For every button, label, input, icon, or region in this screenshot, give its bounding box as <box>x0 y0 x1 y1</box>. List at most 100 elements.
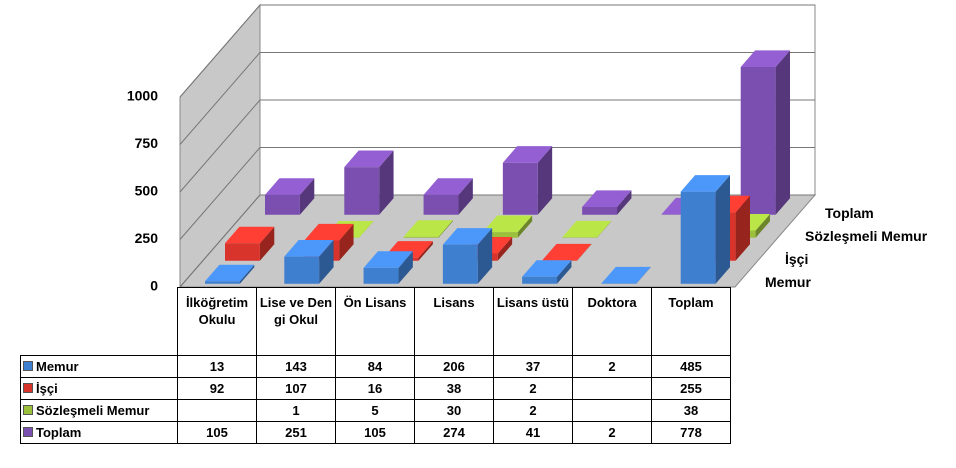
table-value: 2 <box>493 399 573 422</box>
bar <box>363 251 413 284</box>
series-name: Memur <box>36 359 79 374</box>
bar-side <box>359 221 374 238</box>
bar <box>284 240 334 284</box>
grid-line <box>179 147 815 240</box>
depth-label: Toplam <box>825 205 874 221</box>
bar-top <box>304 223 354 241</box>
bar <box>344 150 394 215</box>
table-value: 485 <box>651 355 731 378</box>
series-name: İşçi <box>36 381 58 396</box>
bar <box>601 266 651 284</box>
bar-side <box>775 50 790 215</box>
bar-side <box>497 237 513 261</box>
bar-side <box>557 260 572 284</box>
bar-side <box>517 215 533 238</box>
bar-side <box>735 195 750 261</box>
table-value: 5 <box>335 399 415 422</box>
bar <box>522 260 572 284</box>
data-row: Toplam 105 251 105 274 41 2 778 <box>20 421 731 444</box>
legend-key <box>23 405 33 415</box>
grid-line <box>179 99 815 193</box>
table-value: 2 <box>493 377 573 400</box>
bar-side <box>617 190 632 215</box>
depth-label: İşçi <box>785 251 808 267</box>
y-tick-label: 1000 <box>127 88 158 104</box>
bar <box>205 264 255 284</box>
series-name: Sözleşmeli Memur <box>36 403 150 418</box>
bar <box>680 175 730 284</box>
data-table: İlköğretim Okulu Lise ve Dengi Okul Ön Lis… <box>20 287 731 444</box>
bar-top <box>502 146 553 163</box>
bar-front <box>363 267 399 284</box>
series-name: Toplam <box>36 425 82 440</box>
bar-front <box>740 66 776 215</box>
bar-top <box>265 178 315 195</box>
bar-side <box>597 220 612 238</box>
bar-side <box>259 226 275 261</box>
table-value: 13 <box>177 355 257 378</box>
bar-top <box>225 226 275 244</box>
bar-front <box>284 256 320 284</box>
y-tick-label: 750 <box>135 135 159 151</box>
bar-side <box>239 264 255 284</box>
corner <box>20 287 178 356</box>
bar-side <box>458 178 473 215</box>
bar-side <box>477 228 493 284</box>
bar-top <box>442 228 493 245</box>
bar <box>423 178 473 215</box>
data-row: Memur 13 143 84 206 37 2 485 <box>20 355 731 378</box>
table-value: 2 <box>572 421 652 444</box>
table-value: 2 <box>572 355 652 378</box>
row-label: Sözleşmeli Memur <box>20 399 178 422</box>
table-value: 30 <box>414 399 494 422</box>
table-value: 778 <box>651 421 731 444</box>
table-value: 274 <box>414 421 494 444</box>
table-value: 143 <box>256 355 336 378</box>
table-value <box>572 399 652 422</box>
category-label: Toplam <box>651 287 731 356</box>
bar-front <box>423 194 459 215</box>
bar-side <box>537 146 553 215</box>
bar-front <box>522 276 558 284</box>
data-row: İşçi 92 107 16 38 2 255 <box>20 377 731 400</box>
bar <box>582 190 632 215</box>
table-value: 1 <box>256 399 336 422</box>
bar-side <box>299 178 315 215</box>
bar-front <box>502 162 538 215</box>
y-tick-label: 250 <box>135 230 159 246</box>
bar <box>442 228 493 284</box>
bar-front <box>225 243 260 261</box>
bar <box>502 146 553 215</box>
bar-top <box>562 220 612 238</box>
bar-top <box>205 264 255 282</box>
bar-top <box>344 150 394 168</box>
bar <box>562 220 612 238</box>
table-value: 105 <box>177 421 257 444</box>
category-label: Ön Lisans <box>335 287 415 356</box>
bar-front <box>265 194 300 215</box>
table-value: 16 <box>335 377 415 400</box>
table-value: 206 <box>414 355 494 378</box>
table-value <box>177 399 257 422</box>
data-row: Sözleşmeli Memur 1 5 30 2 38 <box>20 399 731 422</box>
row-label: Memur <box>20 355 178 378</box>
table-value: 105 <box>335 421 415 444</box>
table-value: 38 <box>414 377 494 400</box>
table-value: 92 <box>177 377 257 400</box>
bar-top <box>680 175 730 192</box>
table-value: 251 <box>256 421 336 444</box>
category-label: İlköğretim Okulu <box>177 287 257 356</box>
bar-front <box>205 281 240 284</box>
bar-top <box>284 240 334 257</box>
bar-top <box>542 243 592 261</box>
bar-top <box>522 260 572 277</box>
bar-top <box>582 190 632 207</box>
table-value: 38 <box>651 399 731 422</box>
y-tick-label: 500 <box>135 183 159 199</box>
bar-front <box>344 167 380 215</box>
bar-side <box>418 241 433 261</box>
bar <box>265 178 315 215</box>
bar-top <box>601 266 651 284</box>
